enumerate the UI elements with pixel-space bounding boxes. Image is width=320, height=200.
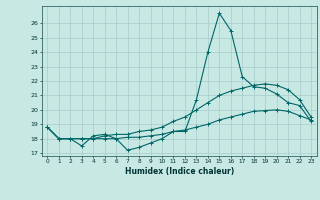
X-axis label: Humidex (Indice chaleur): Humidex (Indice chaleur) — [124, 167, 234, 176]
